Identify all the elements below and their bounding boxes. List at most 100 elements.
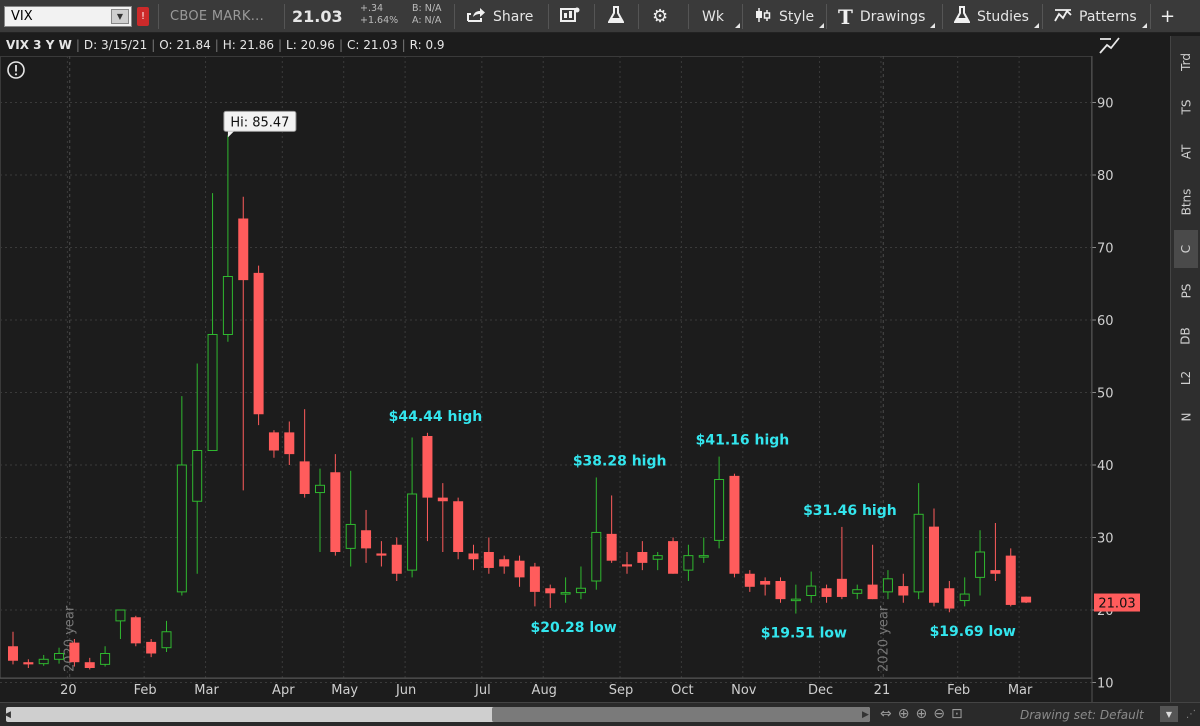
last-price: 21.03 xyxy=(292,7,343,26)
price-annotation[interactable]: $20.28 low xyxy=(530,620,616,636)
side-tab-btns[interactable]: Btns xyxy=(1174,175,1198,229)
candle-body-up xyxy=(115,609,126,622)
candle-body-down xyxy=(238,218,249,281)
candle-body-down xyxy=(821,588,832,597)
high-label-box xyxy=(223,110,297,132)
scroll-thumb[interactable] xyxy=(492,707,870,722)
timeframe-button[interactable]: Wk xyxy=(702,0,740,33)
chart-alert-icon xyxy=(560,7,580,27)
candle-body-down xyxy=(499,559,510,567)
candle-body-down xyxy=(944,588,955,609)
pan-arrows-icon[interactable]: ⇔ xyxy=(880,706,892,722)
candle-body-down xyxy=(729,475,740,574)
dropdown-corner-icon xyxy=(1141,23,1147,28)
price-chart[interactable]: 2020 year 2020 year Hi: 85.47$44.44 high$… xyxy=(0,56,1168,702)
scroll-left-icon[interactable]: ◀ xyxy=(4,709,11,720)
candle-body-up xyxy=(176,464,187,593)
zoom-reset-icon[interactable]: ⊡ xyxy=(950,706,963,722)
candle-body-up xyxy=(315,484,325,494)
info-date: D: 3/15/21 xyxy=(83,38,148,52)
share-button[interactable]: Share xyxy=(466,0,533,33)
info-circle-icon[interactable] xyxy=(7,61,25,79)
candle-body-up xyxy=(407,493,418,571)
link-icon[interactable]: ! xyxy=(137,7,149,26)
plot-frame xyxy=(0,56,1092,679)
studies-button[interactable]: Studies xyxy=(953,0,1039,33)
candle-body-down xyxy=(299,461,310,494)
candle-body-down xyxy=(130,617,141,644)
style-button[interactable]: Style xyxy=(754,0,825,33)
x-tick-label: Apr xyxy=(272,683,295,698)
side-tab-trd[interactable]: Trd xyxy=(1174,40,1198,84)
price-annotation[interactable]: $19.69 low xyxy=(930,624,1016,640)
y-tick-label: 50 xyxy=(1097,387,1114,402)
price-annotation[interactable]: $41.16 high xyxy=(696,433,790,449)
side-tab-n[interactable]: N xyxy=(1174,398,1198,436)
x-tick-label: Sep xyxy=(609,683,634,698)
alert-button[interactable] xyxy=(560,0,587,33)
candle-body-down xyxy=(867,584,878,600)
price-annotation[interactable]: $38.28 high xyxy=(573,453,667,469)
side-tab-db[interactable]: DB xyxy=(1174,314,1198,358)
flask-button[interactable] xyxy=(607,0,631,33)
candle-body-up xyxy=(882,578,893,593)
high-label-text: Hi: 85.47 xyxy=(230,115,289,130)
side-tab-c[interactable]: C xyxy=(1174,230,1198,268)
candle-body-up xyxy=(975,551,986,578)
resize-grip-icon[interactable]: ⋰ xyxy=(1186,709,1196,720)
y-tick-label: 90 xyxy=(1097,97,1114,112)
candle-body-up xyxy=(345,523,356,549)
side-tab-l2[interactable]: L2 xyxy=(1174,359,1198,397)
toolbar-divider xyxy=(826,4,827,29)
gear-icon: ⚙ xyxy=(652,6,669,27)
time-scrollbar[interactable]: ◀ ▶ xyxy=(4,707,870,722)
x-tick-label: Feb xyxy=(947,683,970,698)
info-low: L: 20.96 xyxy=(286,38,335,52)
percent-change: +1.64% xyxy=(360,15,399,26)
crosshair-icon[interactable]: ⊕ xyxy=(897,706,910,722)
zoom-in-icon[interactable]: ⊕ xyxy=(915,706,928,722)
quote-info-bar: VIX 3 Y W | D: 3/15/21 | O: 21.84 | H: 21.8… xyxy=(0,34,1095,56)
candle-body-up xyxy=(913,513,924,593)
patterns-button[interactable]: Patterns xyxy=(1054,0,1147,33)
scroll-right-icon[interactable]: ▶ xyxy=(862,709,869,720)
side-tab-at[interactable]: AT xyxy=(1174,130,1198,174)
info-range: R: 0.9 xyxy=(409,38,445,52)
line-style-icon[interactable] xyxy=(1099,35,1121,55)
bid: B: N/A xyxy=(412,3,442,14)
candle-body-down xyxy=(422,436,433,498)
symbol-dropdown-icon[interactable]: ▼ xyxy=(111,9,129,24)
settings-button[interactable]: ⚙ xyxy=(652,0,675,33)
drawings-button[interactable]: T Drawings xyxy=(838,0,936,33)
candle-body-down xyxy=(330,472,341,552)
candle-body-up xyxy=(575,587,586,594)
candle-body-down xyxy=(483,552,494,568)
x-tick-label: 20 xyxy=(60,683,77,698)
x-tick-label: Oct xyxy=(671,683,693,698)
drawing-set-dropdown-icon[interactable]: ▼ xyxy=(1160,706,1178,722)
candle-body-down xyxy=(622,564,632,567)
candle-body-down xyxy=(744,573,755,587)
candle-body-down xyxy=(898,586,909,596)
last-price-tag-box xyxy=(1094,593,1140,612)
toolbar-divider xyxy=(454,4,455,29)
zoom-out-icon[interactable]: ⊖ xyxy=(933,706,945,722)
candle-body-up xyxy=(192,450,203,502)
side-tab-ts[interactable]: TS xyxy=(1174,85,1198,129)
timeframe-label: Wk xyxy=(702,8,724,25)
high-label-pointer xyxy=(227,131,234,138)
y-tick-label: 40 xyxy=(1097,459,1114,474)
symbol-input[interactable]: VIX ▼ xyxy=(4,6,132,27)
side-tab-ps[interactable]: PS xyxy=(1174,269,1198,313)
candle-body-down xyxy=(84,662,95,668)
y-tick-label: 70 xyxy=(1097,242,1114,257)
add-button[interactable]: + xyxy=(1160,0,1182,33)
price-annotation[interactable]: $19.51 low xyxy=(761,626,847,642)
x-tick-label: Jun xyxy=(395,683,416,698)
x-tick-label: Mar xyxy=(194,683,219,698)
price-annotation[interactable]: $44.44 high xyxy=(389,409,483,425)
candle-body-down xyxy=(268,432,279,451)
price-annotation[interactable]: $31.46 high xyxy=(803,503,897,519)
candle-body-down xyxy=(836,578,847,597)
